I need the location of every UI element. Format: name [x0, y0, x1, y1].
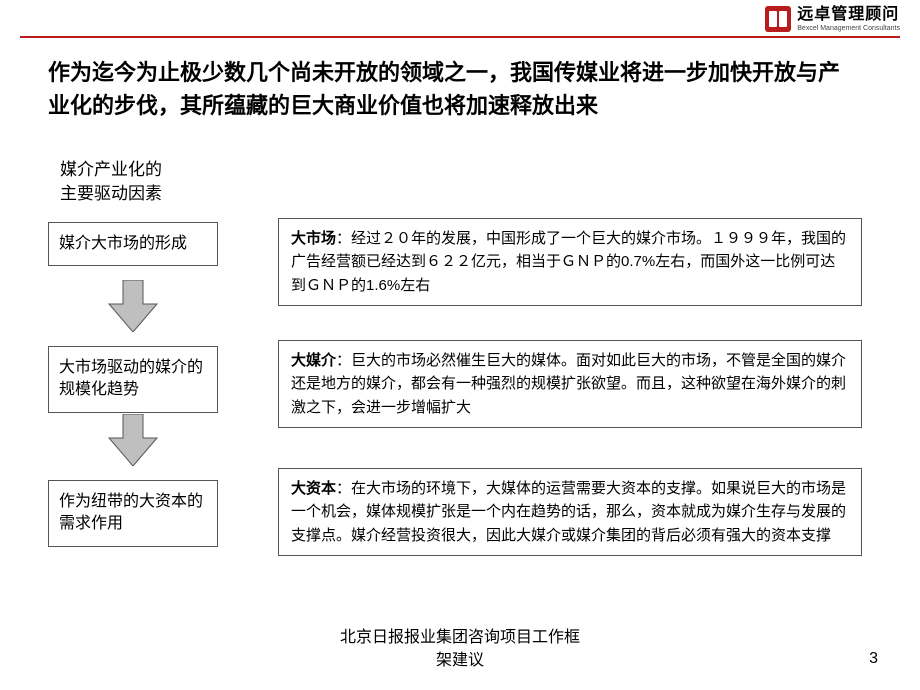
logo-cn: 远卓管理顾问 [797, 7, 900, 23]
description-bold: 大媒介 [291, 352, 336, 369]
description-box: 大媒介：巨大的市场必然催生巨大的媒体。面对如此巨大的市场，不管是全国的媒介还是地… [278, 340, 862, 428]
description-box: 大市场：经过２０年的发展，中国形成了一个巨大的媒介市场。１９９９年，我国的广告经… [278, 218, 862, 306]
page-number: 3 [869, 650, 878, 668]
description-box: 大资本：在大市场的环境下，大媒体的运营需要大资本的支撑。如果说巨大的市场是一个机… [278, 468, 862, 556]
logo: 远卓管理顾问 Bexcel Management Consultants [765, 6, 900, 32]
section-label: 媒介产业化的主要驱动因素 [60, 158, 162, 206]
description-body: ：巨大的市场必然催生巨大的媒体。面对如此巨大的市场，不管是全国的媒介还是地方的媒… [291, 352, 846, 416]
page-title: 作为迄今为止极少数几个尚未开放的领域之一，我国传媒业将进一步加快开放与产业化的步… [48, 56, 860, 122]
description-bold: 大资本 [291, 480, 336, 497]
logo-icon [765, 6, 791, 32]
driver-box: 大市场驱动的媒介的规模化趋势 [48, 346, 218, 413]
footer-title: 北京日报报业集团咨询项目工作框架建议 [0, 627, 920, 672]
description-body: ：在大市场的环境下，大媒体的运营需要大资本的支撑。如果说巨大的市场是一个机会，媒… [291, 480, 846, 544]
logo-text: 远卓管理顾问 Bexcel Management Consultants [797, 7, 900, 32]
driver-box: 媒介大市场的形成 [48, 222, 218, 266]
description-body: ：经过２０年的发展，中国形成了一个巨大的媒介市场。１９９９年，我国的广告经营额已… [291, 230, 846, 294]
logo-en: Bexcel Management Consultants [797, 25, 900, 32]
driver-box: 作为纽带的大资本的需求作用 [48, 480, 218, 547]
header-underline [20, 36, 900, 38]
description-bold: 大市场 [291, 230, 336, 247]
